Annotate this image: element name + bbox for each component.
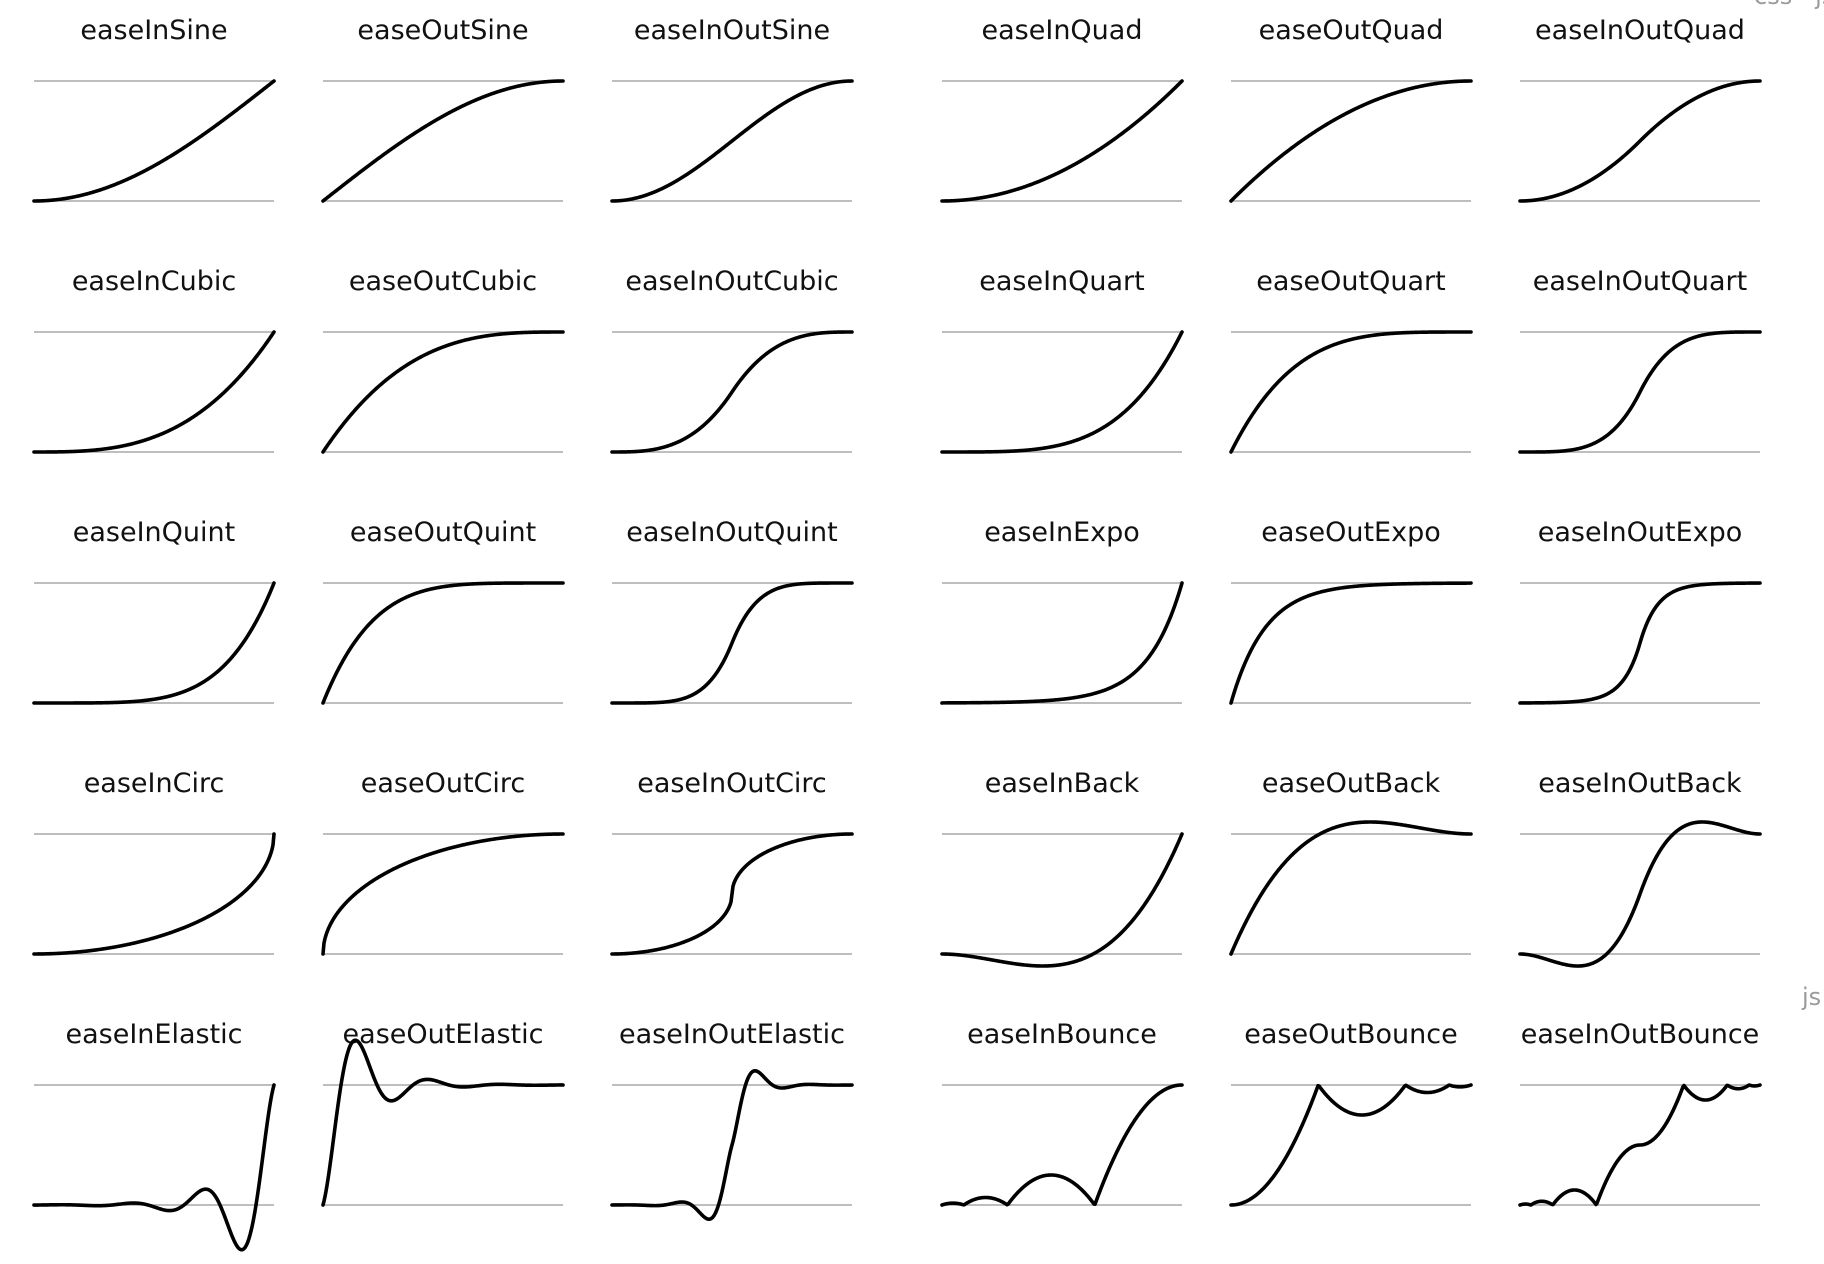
easing-title: easeOutQuart <box>1256 266 1445 297</box>
easing-title: easeInOutCubic <box>625 266 838 297</box>
easing-curve <box>1518 820 1762 968</box>
easing-cell-easeInOutQuint: easeInOutQuint <box>610 517 854 705</box>
easing-curve <box>321 79 565 203</box>
easing-title: easeInOutBounce <box>1521 1019 1760 1050</box>
easing-cells: easeInSine easeOutSine easeInOutSine easeIn… <box>32 15 1762 1252</box>
easing-curve <box>1229 581 1473 705</box>
easing-cell-easeOutElastic: easeOutElastic <box>321 1019 565 1207</box>
easing-cell-easeOutQuart: easeOutQuart <box>1229 266 1473 454</box>
easing-curve <box>32 581 276 705</box>
side-label-right: js <box>1801 983 1821 1011</box>
easing-cell-easeInOutElastic: easeInOutElastic <box>610 1019 854 1221</box>
easing-title: easeInQuint <box>73 517 235 548</box>
easing-cell-easeOutBack: easeOutBack <box>1229 768 1473 956</box>
easing-title: easeInOutExpo <box>1538 517 1743 548</box>
easing-cell-easeOutCubic: easeOutCubic <box>321 266 565 454</box>
easing-curve <box>32 832 276 956</box>
easing-curve <box>610 581 854 705</box>
easing-title: easeOutCirc <box>361 768 526 799</box>
easing-cell-easeInQuad: easeInQuad <box>940 15 1184 203</box>
easing-cell-easeOutSine: easeOutSine <box>321 15 565 203</box>
easing-curve <box>1518 330 1762 454</box>
easing-title: easeInOutQuart <box>1533 266 1747 297</box>
easing-curve <box>1518 1083 1762 1207</box>
easing-title: easeInElastic <box>65 1019 242 1050</box>
easing-title: easeInQuad <box>982 15 1143 46</box>
easing-cell-easeInCirc: easeInCirc <box>32 768 276 956</box>
easing-curve <box>321 581 565 705</box>
easing-cell-easeInOutQuart: easeInOutQuart <box>1518 266 1762 454</box>
easing-cell-easeInExpo: easeInExpo <box>940 517 1184 705</box>
easing-cell-easeInOutExpo: easeInOutExpo <box>1518 517 1762 705</box>
easing-title: easeInQuart <box>979 266 1145 297</box>
easing-curve <box>321 1038 565 1207</box>
easing-curve <box>321 832 565 956</box>
easing-curve <box>940 581 1184 705</box>
easing-cell-easeInBounce: easeInBounce <box>940 1019 1184 1207</box>
easing-title: easeInOutBack <box>1538 768 1742 799</box>
easing-cell-easeOutCirc: easeOutCirc <box>321 768 565 956</box>
easing-curve <box>940 1083 1184 1207</box>
easing-curve <box>1518 79 1762 203</box>
side-label-top: css · js <box>1754 0 1824 10</box>
easing-title: easeOutExpo <box>1261 517 1440 548</box>
easing-curve <box>1229 820 1473 956</box>
easing-title: easeOutElastic <box>343 1019 544 1050</box>
easing-title: easeInOutQuad <box>1535 15 1745 46</box>
easing-curve <box>610 330 854 454</box>
easing-title: easeOutBack <box>1262 768 1441 799</box>
easing-cell-easeOutQuint: easeOutQuint <box>321 517 565 705</box>
easing-cell-easeInOutCubic: easeInOutCubic <box>610 266 854 454</box>
easing-cell-easeInElastic: easeInElastic <box>32 1019 276 1252</box>
easing-curve <box>32 1083 276 1252</box>
easing-curve <box>610 1069 854 1221</box>
easing-curve <box>1229 1083 1473 1207</box>
easing-cell-easeOutBounce: easeOutBounce <box>1229 1019 1473 1207</box>
easing-cell-easeInOutQuad: easeInOutQuad <box>1518 15 1762 203</box>
easing-title: easeInOutCirc <box>637 768 827 799</box>
easing-cell-easeOutExpo: easeOutExpo <box>1229 517 1473 705</box>
easing-title: easeOutQuad <box>1259 15 1444 46</box>
easing-cell-easeInQuint: easeInQuint <box>32 517 276 705</box>
easing-curve <box>32 330 276 454</box>
easing-title: easeInSine <box>80 15 227 46</box>
easing-title: easeInOutElastic <box>619 1019 845 1050</box>
easing-curve <box>32 79 276 203</box>
easing-cell-easeInQuart: easeInQuart <box>940 266 1184 454</box>
easing-curve <box>940 832 1184 968</box>
easing-cell-easeInOutSine: easeInOutSine <box>610 15 854 203</box>
easing-curve <box>940 79 1184 203</box>
easing-cell-easeInOutBack: easeInOutBack <box>1518 768 1762 968</box>
easing-title: easeInBounce <box>967 1019 1157 1050</box>
easing-cell-easeInCubic: easeInCubic <box>32 266 276 454</box>
easing-curve <box>1518 581 1762 705</box>
easing-cell-easeInOutBounce: easeInOutBounce <box>1518 1019 1762 1207</box>
easing-title: easeInBack <box>985 768 1140 799</box>
easing-cell-easeInSine: easeInSine <box>32 15 276 203</box>
easing-title: easeInCirc <box>84 768 225 799</box>
easing-curve <box>610 79 854 203</box>
easing-title: easeInOutSine <box>634 15 830 46</box>
easing-title: easeOutQuint <box>350 517 536 548</box>
easing-curve <box>1229 330 1473 454</box>
easing-curve <box>610 832 854 956</box>
easing-cell-easeInOutCirc: easeInOutCirc <box>610 768 854 956</box>
easing-title: easeInOutQuint <box>626 517 837 548</box>
easing-curve <box>321 330 565 454</box>
easing-curve <box>940 330 1184 454</box>
easing-title: easeInCubic <box>72 266 236 297</box>
easing-title: easeOutCubic <box>349 266 537 297</box>
easing-curve <box>1229 79 1473 203</box>
easing-title: easeOutSine <box>357 15 528 46</box>
easing-cell-easeOutQuad: easeOutQuad <box>1229 15 1473 203</box>
easing-title: easeOutBounce <box>1244 1019 1458 1050</box>
easing-title: easeInExpo <box>984 517 1140 548</box>
easing-cell-easeInBack: easeInBack <box>940 768 1184 968</box>
